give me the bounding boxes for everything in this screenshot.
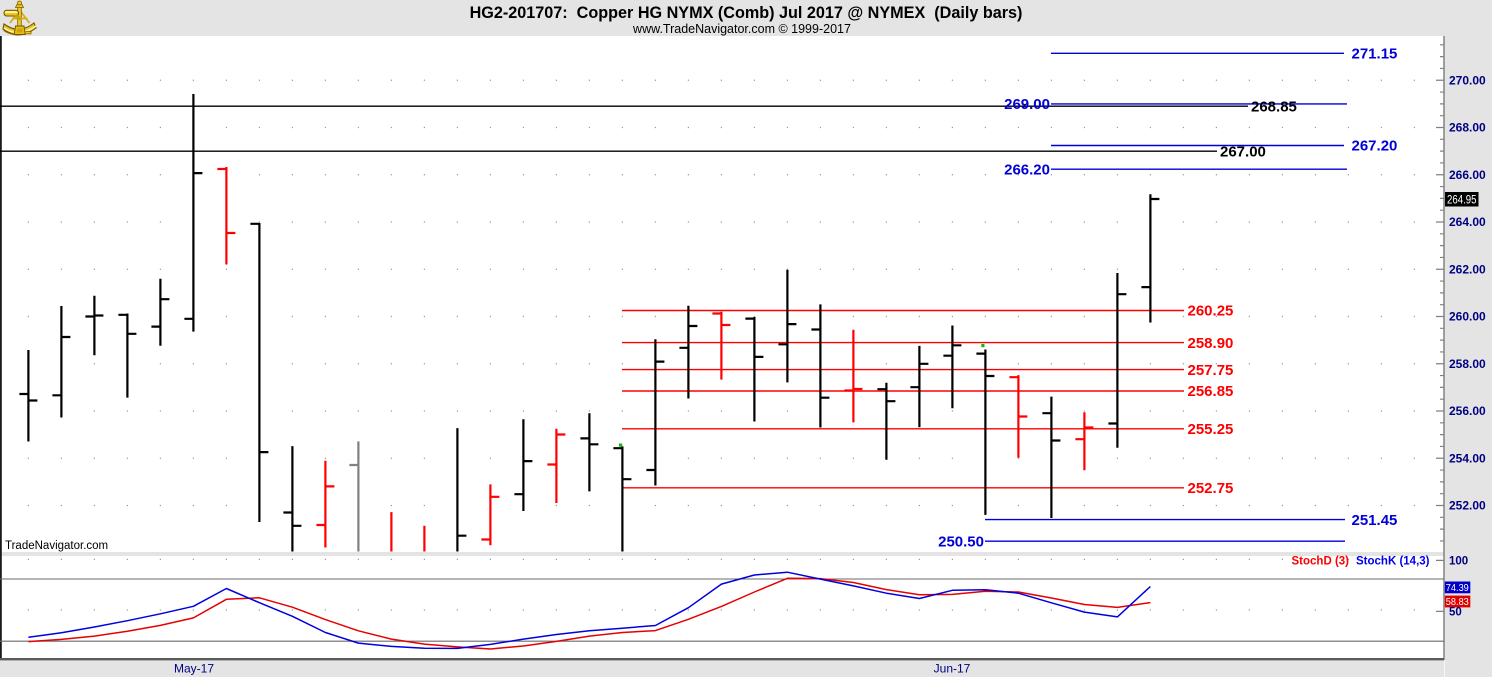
svg-text:267.00: 267.00 bbox=[1220, 143, 1266, 160]
svg-text:www.TradeNavigator.com © 1999-: www.TradeNavigator.com © 1999-2017 bbox=[632, 22, 851, 36]
svg-text:260.25: 260.25 bbox=[1188, 303, 1234, 320]
svg-text:252.00: 252.00 bbox=[1449, 499, 1486, 513]
svg-text:266.00: 266.00 bbox=[1449, 168, 1486, 182]
svg-text:264.00: 264.00 bbox=[1449, 215, 1486, 229]
svg-text:58.83: 58.83 bbox=[1446, 596, 1469, 608]
svg-text:50: 50 bbox=[1449, 607, 1462, 619]
svg-text:256.00: 256.00 bbox=[1449, 404, 1486, 418]
svg-text:269.00: 269.00 bbox=[1004, 96, 1050, 113]
svg-text:260.00: 260.00 bbox=[1449, 310, 1486, 324]
svg-text:268.85: 268.85 bbox=[1251, 98, 1297, 115]
svg-text:266.20: 266.20 bbox=[1004, 161, 1050, 178]
svg-text:100: 100 bbox=[1449, 556, 1468, 568]
svg-text:HG2-201707: Copper HG NYMX (C: HG2-201707: Copper HG NYMX (Comb) Jul 20… bbox=[470, 4, 1023, 22]
svg-text:TradeNavigator.com: TradeNavigator.com bbox=[5, 540, 108, 552]
svg-text:257.75: 257.75 bbox=[1188, 362, 1234, 379]
svg-text:255.25: 255.25 bbox=[1188, 421, 1234, 438]
svg-text:Jun-17: Jun-17 bbox=[934, 662, 971, 676]
svg-text:254.00: 254.00 bbox=[1449, 451, 1486, 465]
svg-text:252.75: 252.75 bbox=[1188, 480, 1234, 497]
svg-text:74.39: 74.39 bbox=[1446, 582, 1469, 594]
svg-text:258.90: 258.90 bbox=[1188, 335, 1234, 352]
svg-text:250.50: 250.50 bbox=[938, 533, 984, 550]
svg-text:StochD (3): StochD (3) bbox=[1292, 555, 1350, 567]
svg-text:264.95: 264.95 bbox=[1447, 194, 1477, 206]
svg-text:262.00: 262.00 bbox=[1449, 262, 1486, 276]
svg-text:256.85: 256.85 bbox=[1188, 383, 1234, 400]
svg-text:270.00: 270.00 bbox=[1449, 74, 1486, 88]
svg-text:258.00: 258.00 bbox=[1449, 357, 1486, 371]
svg-text:267.20: 267.20 bbox=[1352, 138, 1398, 155]
svg-text:271.15: 271.15 bbox=[1352, 46, 1398, 63]
svg-text:StochK (14,3): StochK (14,3) bbox=[1356, 555, 1430, 567]
svg-text:251.45: 251.45 bbox=[1352, 512, 1398, 529]
svg-text:268.00: 268.00 bbox=[1449, 121, 1486, 135]
svg-text:May-17: May-17 bbox=[174, 662, 214, 676]
